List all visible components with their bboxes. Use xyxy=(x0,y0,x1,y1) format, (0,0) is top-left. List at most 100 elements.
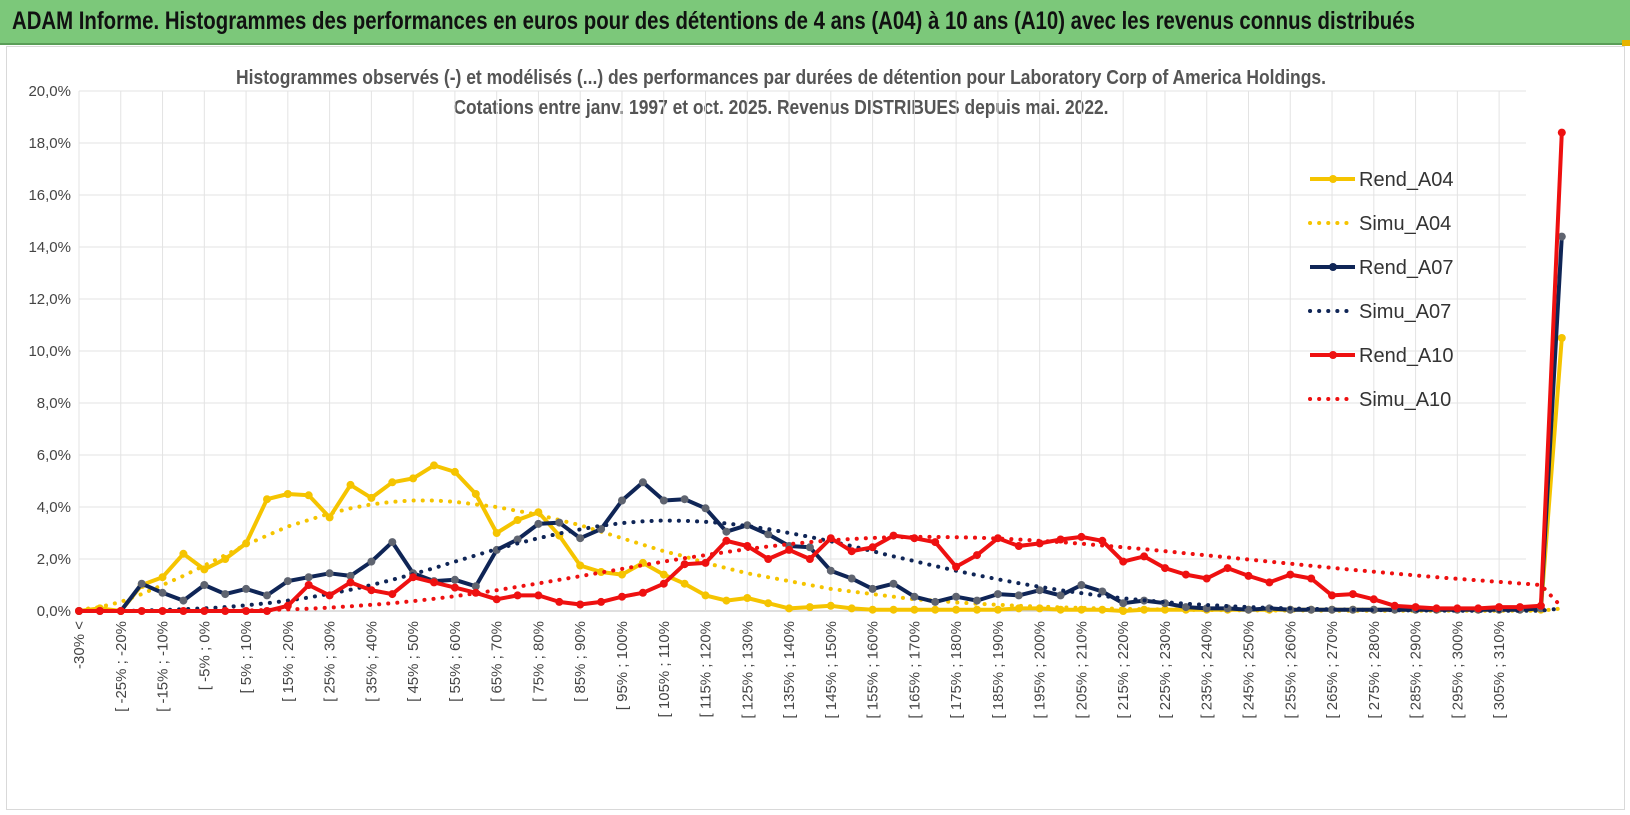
data-point-rend-a10 xyxy=(1265,578,1274,587)
data-point-rend-a04 xyxy=(826,601,835,610)
x-tick-label: [ 195% ; 200% xyxy=(1032,621,1049,719)
data-point-rend-a07 xyxy=(1557,232,1566,241)
y-tick-label: 8,0% xyxy=(37,395,71,412)
x-axis: -30% < [ -25% ; -20% [ -15% ; -10% [ -5% ; … xyxy=(71,621,1508,719)
data-point-rend-a10 xyxy=(1014,542,1023,550)
data-point-rend-a07 xyxy=(158,588,167,597)
x-tick-label: [ 95% ; 100% xyxy=(614,621,631,710)
data-point-rend-a07 xyxy=(576,534,585,543)
data-point-rend-a10 xyxy=(973,551,981,560)
data-point-rend-a07 xyxy=(555,518,564,527)
x-tick-label: [ 275% ; 280% xyxy=(1366,621,1383,719)
data-point-rend-a10 xyxy=(1495,603,1504,612)
series-line-simu-a04 xyxy=(77,498,1564,613)
x-tick-label: [ -5% ; 0% xyxy=(196,621,213,690)
data-point-rend-a10 xyxy=(952,562,961,571)
x-tick-label: [ 185% ; 190% xyxy=(990,621,1007,719)
series-line-simu-a10 xyxy=(77,534,1564,613)
data-point-rend-a04 xyxy=(325,513,334,522)
data-point-rend-a07 xyxy=(283,577,292,586)
data-point-rend-a10 xyxy=(764,555,773,563)
x-tick-label: [ 5% ; 10% xyxy=(238,621,255,694)
data-point-rend-a07 xyxy=(931,597,940,606)
x-tick-label: [ 55% ; 60% xyxy=(447,621,464,702)
legend-marker-rend-a07 xyxy=(1329,263,1337,271)
legend-label-simu-a04: Simu_A04 xyxy=(1359,213,1451,235)
data-point-rend-a07 xyxy=(973,596,981,605)
data-point-rend-a10 xyxy=(1161,564,1169,573)
x-tick-label: [ 155% ; 160% xyxy=(865,621,882,719)
data-point-rend-a04 xyxy=(973,605,981,614)
data-point-rend-a04 xyxy=(952,605,961,614)
legend-label-simu-a10: Simu_A10 xyxy=(1359,389,1451,411)
x-tick-label: [ 295% ; 300% xyxy=(1449,621,1466,719)
data-point-rend-a10 xyxy=(1244,571,1253,580)
data-point-rend-a07 xyxy=(701,504,710,513)
data-point-rend-a10 xyxy=(722,536,731,545)
x-tick-label: [ 205% ; 210% xyxy=(1073,621,1090,719)
data-point-rend-a07 xyxy=(805,543,814,552)
data-point-rend-a04 xyxy=(1140,605,1149,614)
data-point-rend-a04 xyxy=(158,573,167,582)
legend-label-rend-a04: Rend_A04 xyxy=(1359,169,1454,191)
data-point-rend-a07 xyxy=(1077,581,1086,589)
data-point-rend-a07 xyxy=(743,521,752,530)
data-point-rend-a04 xyxy=(680,579,689,588)
data-point-rend-a10 xyxy=(1348,590,1357,599)
data-point-rend-a10 xyxy=(785,545,794,554)
data-point-rend-a10 xyxy=(534,591,543,600)
series-line-rend-a07 xyxy=(79,236,1564,613)
data-point-rend-a10 xyxy=(1202,574,1211,583)
data-point-rend-a10 xyxy=(1557,128,1566,137)
data-point-rend-a04 xyxy=(179,549,188,558)
data-point-rend-a10 xyxy=(1453,604,1462,613)
data-point-rend-a04 xyxy=(868,605,877,614)
data-point-rend-a10 xyxy=(659,579,668,588)
legend: Rend_A04 Simu_A04 Rend_A07 Simu_A07 Rend_A10… xyxy=(1308,169,1454,411)
data-point-rend-a10 xyxy=(868,543,877,552)
data-point-rend-a04 xyxy=(430,461,438,470)
data-point-rend-a07 xyxy=(952,592,961,601)
chart-frame: Histogrammes observés (-) et modélisés (… xyxy=(6,46,1625,810)
data-point-rend-a04 xyxy=(993,605,1002,614)
data-point-rend-a04 xyxy=(618,570,626,579)
data-point-rend-a04 xyxy=(576,561,585,570)
data-point-rend-a07 xyxy=(534,519,543,528)
corner-accent xyxy=(1622,40,1630,46)
x-tick-label: [ 265% ; 270% xyxy=(1324,621,1341,719)
data-point-rend-a07 xyxy=(1244,605,1253,614)
x-tick-label: [ 235% ; 240% xyxy=(1199,621,1216,719)
y-tick-label: 18,0% xyxy=(28,135,71,152)
data-point-rend-a10 xyxy=(847,547,856,556)
data-point-rend-a10 xyxy=(638,588,647,597)
data-point-rend-a10 xyxy=(555,597,564,606)
data-point-rend-a04 xyxy=(471,490,480,498)
data-point-rend-a10 xyxy=(1223,564,1232,573)
data-point-rend-a10 xyxy=(1098,536,1107,545)
x-tick-label: [ 245% ; 250% xyxy=(1241,621,1258,719)
x-tick-label: [ 285% ; 290% xyxy=(1408,621,1425,719)
x-tick-label: [ -25% ; -20% xyxy=(113,621,130,712)
data-point-rend-a04 xyxy=(283,490,292,498)
data-point-rend-a04 xyxy=(367,493,376,502)
data-point-rend-a10 xyxy=(1369,595,1378,604)
data-point-rend-a10 xyxy=(179,607,188,615)
data-point-rend-a10 xyxy=(367,586,376,595)
x-tick-label: [ 75% ; 80% xyxy=(530,621,547,702)
data-point-rend-a07 xyxy=(680,495,689,504)
data-point-rend-a04 xyxy=(722,596,731,605)
data-point-rend-a10 xyxy=(805,555,814,563)
y-tick-label: 10,0% xyxy=(28,343,71,360)
data-point-rend-a04 xyxy=(847,604,856,613)
data-point-rend-a07 xyxy=(242,584,251,593)
x-tick-label: [ 15% ; 20% xyxy=(280,621,297,702)
data-point-rend-a04 xyxy=(513,516,522,524)
y-tick-label: 20,0% xyxy=(28,83,71,100)
x-tick-label: [ 305% ; 310% xyxy=(1491,621,1508,719)
data-point-rend-a04 xyxy=(805,603,814,612)
data-point-rend-a10 xyxy=(1307,574,1316,583)
data-point-rend-a07 xyxy=(889,579,898,588)
series-line-rend-a04 xyxy=(78,337,1564,613)
data-point-rend-a04 xyxy=(659,570,668,579)
data-point-rend-a04 xyxy=(1557,334,1566,342)
